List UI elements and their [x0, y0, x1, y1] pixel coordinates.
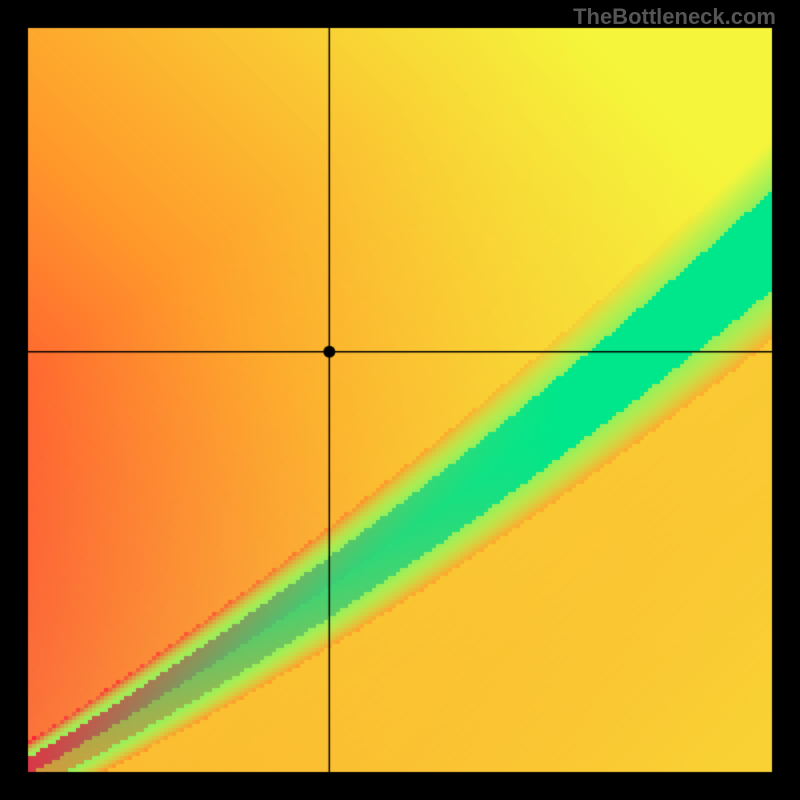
watermark-text: TheBottleneck.com [573, 4, 776, 30]
chart-container: TheBottleneck.com [0, 0, 800, 800]
bottleneck-heatmap [0, 0, 800, 800]
